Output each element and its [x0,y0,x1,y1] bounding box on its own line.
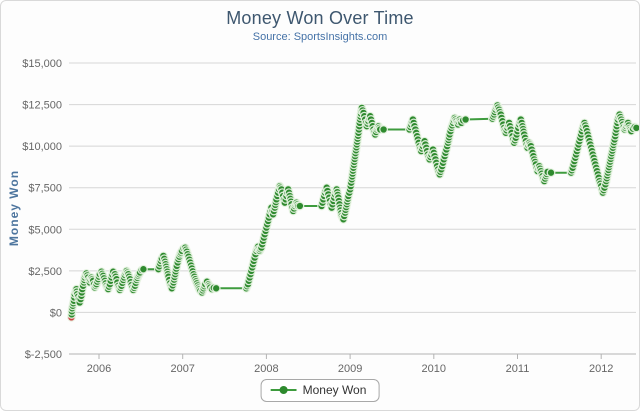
y-axis-tick-label: $7,500 [28,183,62,195]
y-axis-tick-label: $0 [50,307,62,319]
chart-subtitle: Source: SportsInsights.com [252,31,388,43]
data-point-marker[interactable] [379,125,389,134]
data-point-marker[interactable] [138,264,148,274]
legend-marker-icon [270,386,297,394]
x-axis-tick-label: 2006 [87,363,111,375]
y-axis-title: Money Won [7,169,21,247]
chart-title: Money Won Over Time [226,8,414,28]
y-axis-tick-label: $2,500 [28,266,62,278]
legend-item-label: Money Won [302,383,367,397]
x-axis-tick-label: 2008 [254,363,278,375]
y-axis-tick-label: $-2,500 [25,349,62,361]
money-won-series-markers [66,100,640,322]
x-axis-tick-label: 2011 [506,363,530,375]
y-axis-tick-label: $5,000 [28,224,62,236]
y-axis-tick-label: $12,500 [22,100,62,112]
data-point-marker[interactable] [461,115,471,124]
data-point-marker[interactable] [295,201,305,211]
x-axis-tick-label: 2010 [422,363,446,375]
data-point-marker[interactable] [631,123,640,133]
x-axis-tick-label: 2007 [170,363,194,375]
legend[interactable]: Money Won [260,379,380,402]
x-axis-tick-label: 2012 [589,363,613,375]
y-axis-tick-label: $15,000 [22,58,62,70]
x-axis-tick-label: 2009 [338,363,362,375]
data-point-marker[interactable] [211,283,221,293]
data-point-marker[interactable] [546,168,556,178]
y-axis-tick-label: $10,000 [22,141,62,153]
